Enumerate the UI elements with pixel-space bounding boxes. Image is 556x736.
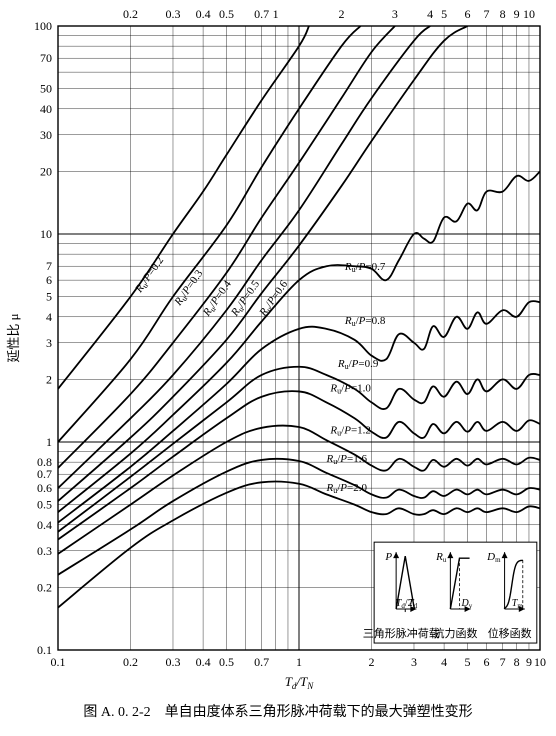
x-tick-bottom: 3 — [411, 655, 417, 669]
svg-text:Ru/P=1.0: Ru/P=1.0 — [329, 382, 371, 395]
y-tick: 10 — [40, 227, 52, 241]
inset-title: 三角形脉冲荷载 — [363, 626, 440, 640]
y-tick: 0.7 — [37, 467, 52, 481]
svg-text:P: P — [384, 551, 392, 563]
svg-text:Ru/P=0.9: Ru/P=0.9 — [337, 358, 379, 371]
series-label: Ru/P=0.9 — [337, 358, 379, 371]
y-tick: 0.3 — [37, 544, 52, 558]
x-tick-bottom: 0.4 — [196, 655, 211, 669]
y-tick: 70 — [40, 51, 52, 65]
series-label: Ru/P=1.6 — [325, 453, 367, 466]
x-tick-top: 0.7 — [254, 7, 269, 21]
y-tick: 0.5 — [37, 498, 52, 512]
svg-text:Ru/P=1.2: Ru/P=1.2 — [329, 424, 371, 437]
series-label: Ru/P=1.2 — [329, 424, 371, 437]
x-tick-bottom: 0.1 — [51, 655, 66, 669]
x-tick-bottom: 1 — [296, 655, 302, 669]
y-tick: 100 — [34, 19, 52, 33]
y-tick: 3 — [46, 336, 52, 350]
y-tick: 5 — [46, 290, 52, 304]
x-tick-bottom: 0.2 — [123, 655, 138, 669]
series-label: Ru/P=0.8 — [344, 315, 386, 328]
x-tick-bottom: 5 — [464, 655, 470, 669]
y-tick: 20 — [40, 164, 52, 178]
x-tick-top: 6 — [464, 7, 470, 21]
y-tick: 6 — [46, 273, 52, 287]
figure-caption: 图 A. 0. 2-2 单自由度体系三角形脉冲荷载下的最大弹塑性变形 — [83, 704, 472, 720]
x-tick-bottom: 4 — [441, 655, 447, 669]
x-tick-bottom: 6 — [484, 655, 490, 669]
y-tick: 0.6 — [37, 481, 52, 495]
inset-title: 抗力函数 — [433, 626, 477, 640]
y-tick: 0.4 — [37, 518, 52, 532]
x-tick-top: 2 — [338, 7, 344, 21]
y-tick: 30 — [40, 128, 52, 142]
x-tick-top: 0.4 — [196, 7, 211, 21]
x-tick-bottom: 7 — [500, 655, 506, 669]
y-tick: 40 — [40, 102, 52, 116]
x-tick-top: 7 — [484, 7, 490, 21]
x-tick-bottom: 9 — [526, 655, 532, 669]
x-tick-top: 0.3 — [165, 7, 180, 21]
y-tick: 0.2 — [37, 580, 52, 594]
y-tick: 50 — [40, 82, 52, 96]
y-tick: 7 — [46, 259, 52, 273]
x-tick-top: 8 — [500, 7, 506, 21]
y-axis-label: 延性比 μ — [6, 313, 21, 362]
svg-text:Ru/P=1.6: Ru/P=1.6 — [325, 453, 367, 466]
svg-text:Ru/P=0.7: Ru/P=0.7 — [344, 261, 386, 274]
series-label: Ru/P=0.7 — [344, 261, 386, 274]
x-tick-top: 9 — [514, 7, 520, 21]
y-tick: 1 — [46, 435, 52, 449]
x-tick-top: 3 — [392, 7, 398, 21]
x-tick-bottom: 10 — [534, 655, 546, 669]
x-tick-bottom: 2 — [369, 655, 375, 669]
inset-title: 位移函数 — [488, 626, 532, 640]
y-tick: 4 — [46, 310, 52, 324]
svg-text:Ru/P=2.0: Ru/P=2.0 — [325, 482, 367, 495]
x-tick-top: 0.2 — [123, 7, 138, 21]
svg-text:Ru/P=0.8: Ru/P=0.8 — [344, 315, 386, 328]
x-tick-top: 4 — [427, 7, 433, 21]
series-label: Ru/P=2.0 — [325, 482, 367, 495]
y-tick: 2 — [46, 372, 52, 386]
ductility-chart: 0.1 0.2 0.2 0.3 0.3 0.4 0.4 0.5 0.5 0.7 0.7 1 1 2 2 3 3 4… — [0, 0, 556, 736]
series-label: Ru/P=1.0 — [329, 382, 371, 395]
x-tick-bottom: 0.7 — [254, 655, 269, 669]
x-tick-bottom: 8 — [514, 655, 520, 669]
y-tick: 0.1 — [37, 643, 52, 657]
x-tick-top: 5 — [441, 7, 447, 21]
x-tick-top: 0.5 — [219, 7, 234, 21]
x-tick-bottom: 0.3 — [165, 655, 180, 669]
x-tick-top: 10 — [523, 7, 535, 21]
x-tick-bottom: 0.5 — [219, 655, 234, 669]
x-tick-top: 1 — [273, 7, 279, 21]
y-tick: 0.8 — [37, 455, 52, 469]
